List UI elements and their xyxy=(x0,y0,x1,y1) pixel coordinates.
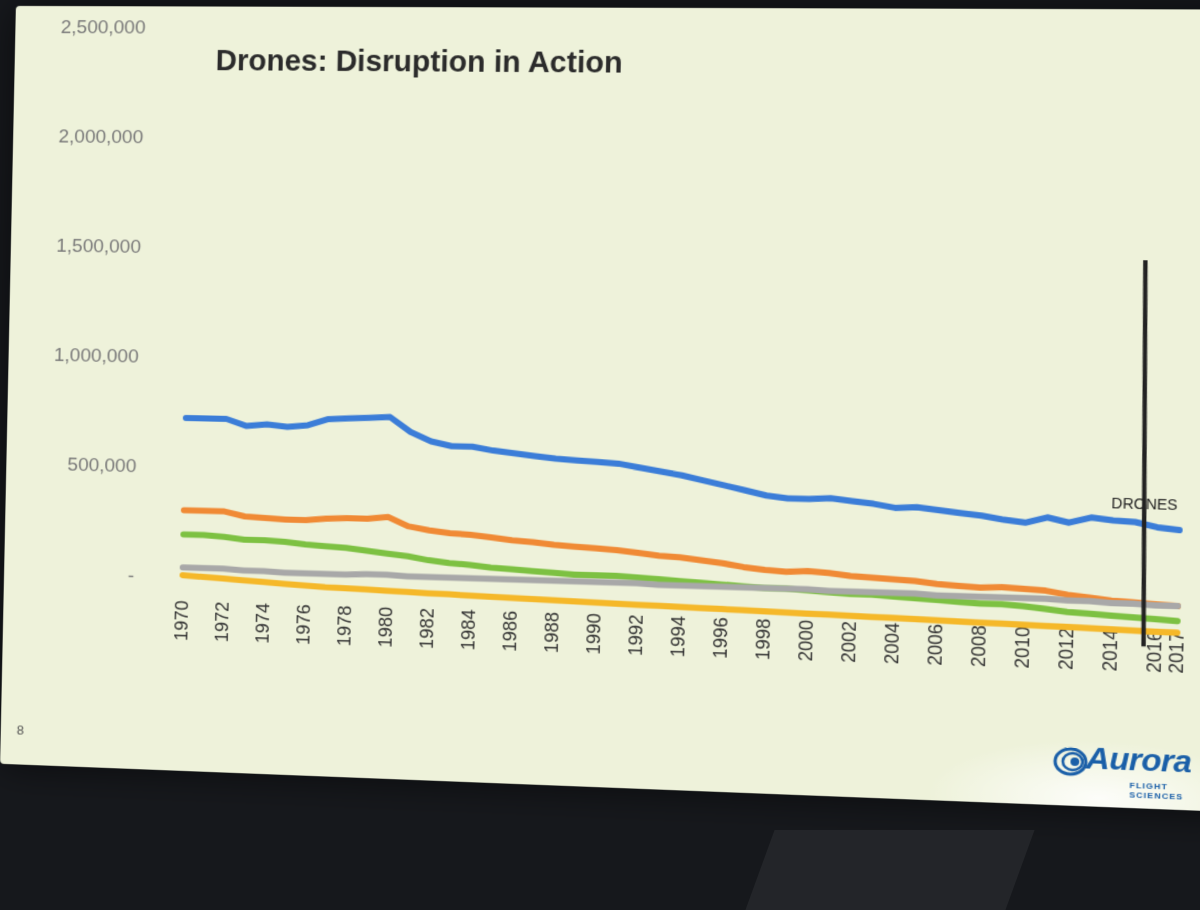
x-tick-label: 1990 xyxy=(583,613,605,655)
logo-tagline: FLIGHT SCIENCES xyxy=(1129,780,1184,802)
stage-floor xyxy=(745,830,1035,910)
swirl-icon xyxy=(1053,744,1089,779)
x-tick-label: 1970 xyxy=(171,600,192,641)
x-tick-label: 1978 xyxy=(334,605,355,646)
slide-title: Drones: Disruption in Action xyxy=(215,44,623,80)
line-chart: - 500,000 1,000,000 1,500,000 2,000,000 2,500… xyxy=(54,17,1188,674)
drones-marker-line xyxy=(1137,260,1152,646)
x-tick-label: 1984 xyxy=(458,609,480,651)
x-tick-label: 2006 xyxy=(924,624,947,666)
company-logo: Aurora FLIGHT SCIENCES xyxy=(1052,738,1200,802)
x-tick-label: 1972 xyxy=(212,601,233,642)
logo-wordmark: Aurora xyxy=(1085,741,1192,780)
page-number: 8 xyxy=(16,722,25,738)
x-tick-label: 1976 xyxy=(293,604,314,645)
y-tick-label: 500,000 xyxy=(67,454,136,477)
x-tick-label: 2016 xyxy=(1143,630,1166,673)
x-tick-label: 1994 xyxy=(667,616,689,658)
x-tick-label: 2008 xyxy=(968,625,991,668)
y-tick-label: - xyxy=(128,566,135,587)
x-tick-label: 2002 xyxy=(838,621,860,663)
x-tick-label: 2017 xyxy=(1165,631,1188,674)
y-tick-label: 1,000,000 xyxy=(54,345,139,368)
x-tick-label: 1988 xyxy=(541,612,563,654)
y-tick-label: 2,000,000 xyxy=(58,126,143,148)
slide: - 500,000 1,000,000 1,500,000 2,000,000 2,500… xyxy=(0,5,1200,813)
x-tick-label: 2014 xyxy=(1099,629,1122,672)
y-tick-label: 2,500,000 xyxy=(61,17,146,38)
y-tick-label: 1,500,000 xyxy=(56,236,141,258)
x-tick-label: 1980 xyxy=(375,606,397,647)
x-tick-label: 2004 xyxy=(881,622,904,664)
x-tick-label: 2000 xyxy=(795,620,817,662)
x-tick-label: 2010 xyxy=(1011,626,1034,669)
x-tick-label: 1996 xyxy=(710,617,732,659)
series-line xyxy=(184,413,1181,531)
x-tick-label: 1982 xyxy=(416,608,438,649)
x-tick-label: 1992 xyxy=(625,614,647,656)
drones-label: DRONES xyxy=(1111,495,1178,514)
x-tick-label: 2012 xyxy=(1055,628,1078,671)
x-tick-label: 1986 xyxy=(499,610,521,652)
x-tick-label: 1974 xyxy=(252,603,273,644)
x-tick-label: 1998 xyxy=(752,618,774,660)
